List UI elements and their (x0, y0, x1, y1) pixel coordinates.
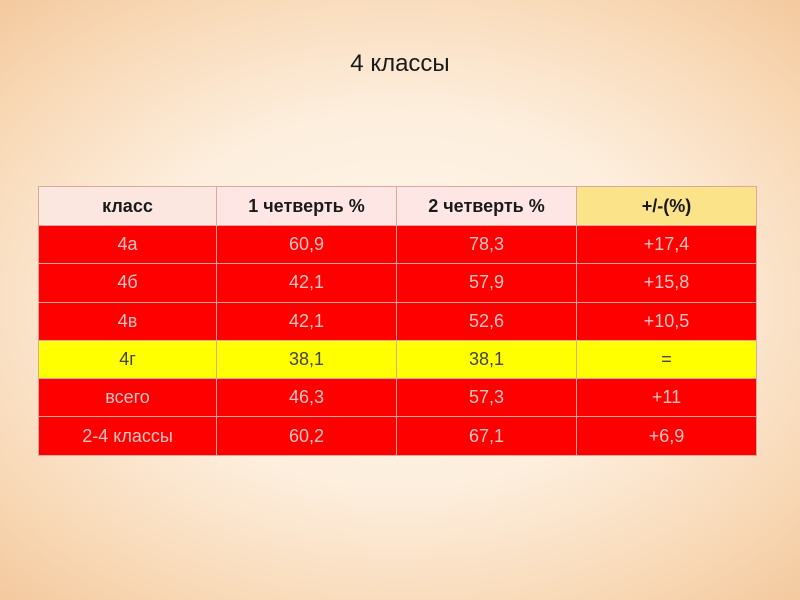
cell-quarter-2: 38,1 (396, 339, 577, 380)
cell-difference: +6,9 (576, 416, 757, 456)
cell-class: 4в (38, 301, 217, 341)
cell-quarter-1: 42,1 (216, 301, 397, 341)
header-class: класс (38, 186, 217, 226)
cell-quarter-1: 46,3 (216, 378, 397, 418)
cell-class: 2-4 классы (38, 416, 217, 456)
cell-class: всего (38, 378, 217, 418)
cell-quarter-1: 60,9 (216, 224, 397, 265)
cell-quarter-2: 67,1 (396, 416, 577, 456)
table-row: 2-4 классы 60,2 67,1 +6,9 (38, 416, 757, 456)
table-header-row: класс 1 четверть % 2 четверть % +/-(%) (38, 186, 757, 226)
cell-difference: = (576, 339, 757, 380)
header-difference: +/-(%) (576, 186, 757, 226)
cell-difference: +10,5 (576, 301, 757, 341)
slide-title: 4 классы (350, 50, 450, 77)
cell-difference: +11 (576, 378, 757, 418)
table-row: 4а 60,9 78,3 +17,4 (38, 224, 757, 265)
cell-quarter-2: 57,9 (396, 263, 577, 303)
cell-quarter-2: 52,6 (396, 301, 577, 341)
cell-quarter-1: 42,1 (216, 263, 397, 303)
table-row: 4б 42,1 57,9 +15,8 (38, 263, 757, 303)
cell-class: 4г (38, 339, 217, 380)
header-quarter-2: 2 четверть % (396, 186, 577, 226)
cell-quarter-2: 57,3 (396, 378, 577, 418)
cell-class: 4б (38, 263, 217, 303)
table-row: 4г 38,1 38,1 = (38, 339, 757, 380)
header-quarter-1: 1 четверть % (216, 186, 397, 226)
cell-difference: +15,8 (576, 263, 757, 303)
table-row: 4в 42,1 52,6 +10,5 (38, 301, 757, 341)
cell-quarter-1: 38,1 (216, 339, 397, 380)
table-row: всего 46,3 57,3 +11 (38, 378, 757, 418)
cell-difference: +17,4 (576, 224, 757, 265)
cell-quarter-2: 78,3 (396, 224, 577, 265)
cell-quarter-1: 60,2 (216, 416, 397, 456)
results-table: класс 1 четверть % 2 четверть % +/-(%) 4… (38, 186, 757, 456)
cell-class: 4а (38, 224, 217, 265)
